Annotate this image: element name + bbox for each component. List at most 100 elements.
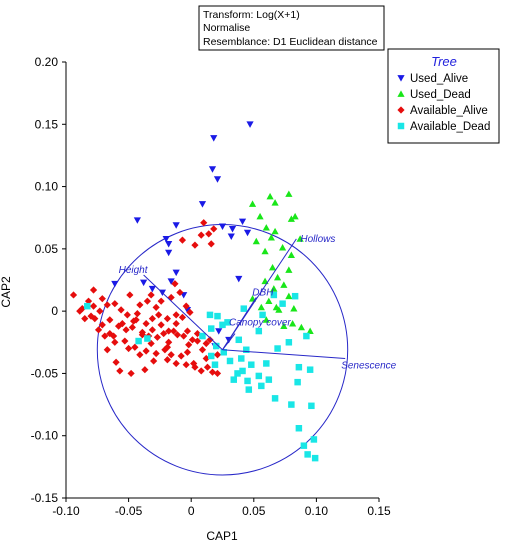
data-point xyxy=(125,344,133,353)
data-point xyxy=(208,368,217,376)
data-point xyxy=(155,311,163,319)
data-point xyxy=(213,351,222,359)
data-point xyxy=(306,327,314,334)
legend: Tree Used_Alive Used_Dead Available_Alive A… xyxy=(387,48,500,144)
data-point xyxy=(172,359,180,368)
data-point xyxy=(261,277,269,285)
info-line-resemblance: Resemblance: D1 Euclidean distance xyxy=(203,36,378,48)
data-point xyxy=(131,343,139,351)
data-point xyxy=(271,199,279,206)
data-point xyxy=(193,329,202,338)
data-point xyxy=(167,278,175,285)
y-tick-label: 0.05 xyxy=(35,242,59,256)
data-point xyxy=(230,376,238,383)
y-tick-label: 0.15 xyxy=(35,117,59,131)
data-point xyxy=(133,217,141,224)
data-point xyxy=(126,291,134,299)
data-point xyxy=(150,357,158,365)
vector-label: DBH xyxy=(252,287,274,298)
data-point xyxy=(96,307,104,315)
data-point xyxy=(197,231,205,239)
legend-label: Available_Alive xyxy=(410,105,488,117)
data-point xyxy=(202,354,210,363)
data-point xyxy=(157,297,165,305)
data-point xyxy=(226,357,234,365)
legend-item: Available_Dead xyxy=(397,121,490,133)
vector-label: Canopy cover xyxy=(229,318,291,329)
x-tick-label: -0.10 xyxy=(52,504,80,518)
vector-label: Senescence xyxy=(341,360,396,371)
y-axis-title: CAP2 xyxy=(0,276,13,308)
data-point xyxy=(170,327,178,335)
x-tick-label: 0.05 xyxy=(242,504,266,518)
data-point xyxy=(256,212,264,220)
data-point xyxy=(271,395,279,402)
y-tick-label: -0.05 xyxy=(31,366,59,380)
data-point xyxy=(172,269,180,277)
data-point xyxy=(136,301,144,309)
data-point xyxy=(182,361,190,369)
data-point xyxy=(234,370,241,377)
data-point xyxy=(213,176,222,183)
y-tick-label: 0 xyxy=(51,304,58,318)
data-point xyxy=(205,230,213,238)
data-point xyxy=(163,315,172,323)
legend-marker xyxy=(397,90,405,97)
legend-item: Available_Alive xyxy=(397,105,488,117)
data-point xyxy=(240,305,248,312)
data-point xyxy=(183,327,192,335)
legend-marker xyxy=(397,75,405,82)
data-point xyxy=(141,366,149,374)
legend-item: Used_Alive xyxy=(397,73,468,85)
data-point xyxy=(308,402,315,410)
data-point xyxy=(103,346,111,354)
data-point xyxy=(235,275,243,283)
data-point xyxy=(289,320,297,327)
vector-line xyxy=(222,297,257,351)
data-point xyxy=(207,352,215,360)
data-point xyxy=(193,337,202,345)
data-point xyxy=(306,366,314,373)
data-point xyxy=(161,346,169,354)
series-available-dead xyxy=(84,291,319,462)
data-point xyxy=(219,321,226,329)
data-point xyxy=(148,315,156,323)
data-point xyxy=(248,200,257,207)
data-point xyxy=(211,361,219,368)
series-used-dead xyxy=(248,190,314,334)
data-point xyxy=(280,322,288,329)
data-point xyxy=(182,302,190,310)
data-point xyxy=(123,311,131,319)
data-point xyxy=(295,425,303,432)
data-point xyxy=(165,338,173,346)
data-point xyxy=(109,332,118,340)
data-point xyxy=(304,451,311,458)
series-available-alive xyxy=(69,219,222,378)
data-point xyxy=(266,192,274,200)
data-point xyxy=(263,360,270,367)
data-point xyxy=(294,378,301,386)
data-point xyxy=(202,339,210,348)
data-point xyxy=(300,442,308,449)
data-point xyxy=(94,326,103,334)
vector-overlay: Hollows Height DBH Canopy cover Senescence xyxy=(119,234,397,372)
data-point xyxy=(290,305,298,312)
data-point xyxy=(213,342,220,350)
data-point xyxy=(147,291,155,299)
info-box-frame xyxy=(198,5,385,51)
y-tick-label: -0.15 xyxy=(31,491,59,505)
data-point xyxy=(252,237,260,245)
data-point xyxy=(248,361,255,368)
data-point xyxy=(224,319,231,326)
data-point xyxy=(127,369,135,378)
data-point xyxy=(81,315,89,323)
x-tick-label: 0.10 xyxy=(305,504,329,518)
info-line-normalise: Normalise xyxy=(203,22,250,34)
data-point xyxy=(148,326,156,334)
data-point xyxy=(198,201,207,208)
data-point xyxy=(275,306,283,313)
vector-label: Height xyxy=(119,265,149,276)
data-point xyxy=(128,323,136,331)
data-point xyxy=(178,236,187,244)
